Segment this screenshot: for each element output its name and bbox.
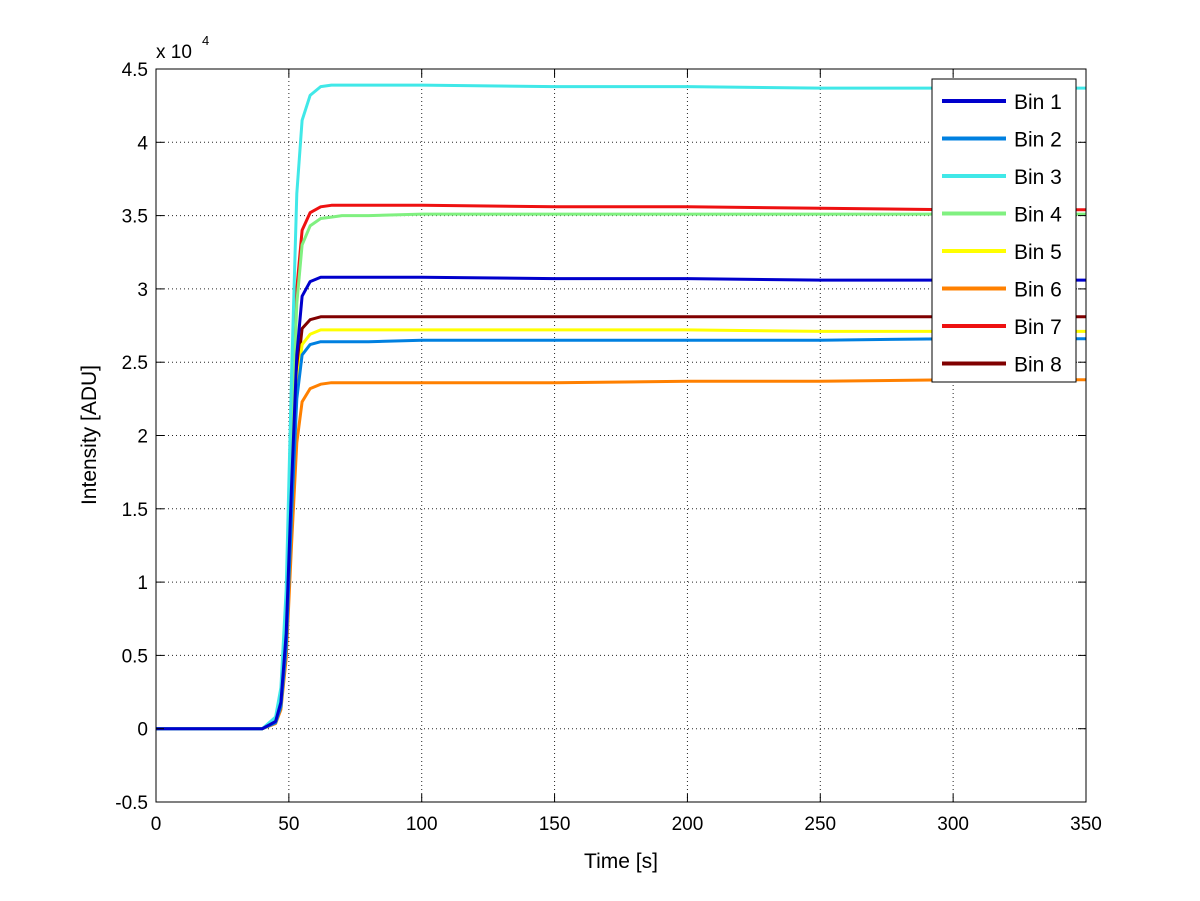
y-tick-label: 3.5: [122, 207, 148, 228]
legend-label-bin-8: Bin 8: [1014, 354, 1062, 377]
legend-label-bin-6: Bin 6: [1014, 279, 1062, 302]
legend-label-bin-1: Bin 1: [1014, 91, 1062, 114]
y-exponent-label: x 10: [156, 42, 192, 63]
series-lines: [156, 83, 1086, 731]
y-tick-label: 4.5: [122, 60, 148, 81]
y-axis-label: Intensity [ADU]: [78, 365, 101, 505]
legend-label-bin-2: Bin 2: [1014, 129, 1062, 152]
y-tick-label: 0.5: [122, 646, 148, 667]
series-line-bin-1: [156, 275, 1086, 731]
y-tick-label: 1.5: [122, 500, 148, 521]
y-tick-label: 3: [137, 280, 148, 301]
x-tick-label: 50: [278, 814, 299, 835]
legend-label-bin-4: Bin 4: [1014, 204, 1062, 227]
x-tick-label: 150: [539, 814, 571, 835]
x-tick-label: 350: [1070, 814, 1102, 835]
y-tick-label: -0.5: [115, 793, 148, 814]
x-tick-label: 100: [406, 814, 438, 835]
x-tick-label: 250: [804, 814, 836, 835]
y-tick-label: 0: [137, 720, 148, 741]
y-tick-label: 4: [137, 133, 148, 154]
legend-box: [931, 78, 1077, 383]
x-tick-label: 200: [672, 814, 704, 835]
x-tick-label: 0: [151, 814, 162, 835]
y-tick-label: 2.5: [122, 353, 148, 374]
legend-label-bin-5: Bin 5: [1014, 241, 1062, 264]
x-axis-label: Time [s]: [584, 850, 658, 873]
legend-label-bin-3: Bin 3: [1014, 166, 1062, 189]
axis-ticks: 0 50 100 150 200 250 300 350-0.500.511.522.533.…: [115, 60, 1102, 835]
y-tick-label: 2: [137, 427, 148, 448]
legend: Bin 1 Bin 2 Bin 3 Bin 4 Bin 5 Bin 6 Bin 7 Bin 8: [931, 78, 1077, 383]
x-tick-label: 300: [937, 814, 969, 835]
legend-label-bin-7: Bin 7: [1014, 316, 1062, 339]
y-exponent-power: 4: [202, 33, 209, 48]
y-tick-label: 1: [137, 573, 148, 594]
